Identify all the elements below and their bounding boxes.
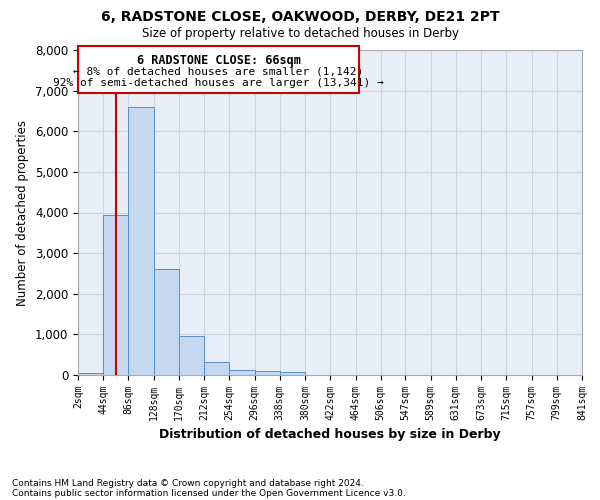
Text: 6 RADSTONE CLOSE: 66sqm: 6 RADSTONE CLOSE: 66sqm bbox=[137, 54, 301, 67]
Bar bbox=[254, 370, 280, 375]
Text: Size of property relative to detached houses in Derby: Size of property relative to detached ho… bbox=[142, 28, 458, 40]
Bar bbox=[204, 362, 229, 375]
Text: ← 8% of detached houses are smaller (1,142): ← 8% of detached houses are smaller (1,1… bbox=[73, 66, 364, 76]
Bar bbox=[229, 370, 254, 375]
Text: 6, RADSTONE CLOSE, OAKWOOD, DERBY, DE21 2PT: 6, RADSTONE CLOSE, OAKWOOD, DERBY, DE21 … bbox=[101, 10, 499, 24]
Text: 92% of semi-detached houses are larger (13,341) →: 92% of semi-detached houses are larger (… bbox=[53, 78, 384, 88]
Text: Contains public sector information licensed under the Open Government Licence v3: Contains public sector information licen… bbox=[12, 488, 406, 498]
Bar bbox=[280, 372, 305, 375]
Y-axis label: Number of detached properties: Number of detached properties bbox=[16, 120, 29, 306]
Bar bbox=[103, 214, 128, 375]
Bar bbox=[78, 46, 359, 92]
Bar bbox=[128, 107, 154, 375]
X-axis label: Distribution of detached houses by size in Derby: Distribution of detached houses by size … bbox=[159, 428, 501, 442]
Bar bbox=[154, 270, 179, 375]
Bar bbox=[179, 336, 204, 375]
Bar bbox=[78, 372, 103, 375]
Text: Contains HM Land Registry data © Crown copyright and database right 2024.: Contains HM Land Registry data © Crown c… bbox=[12, 478, 364, 488]
